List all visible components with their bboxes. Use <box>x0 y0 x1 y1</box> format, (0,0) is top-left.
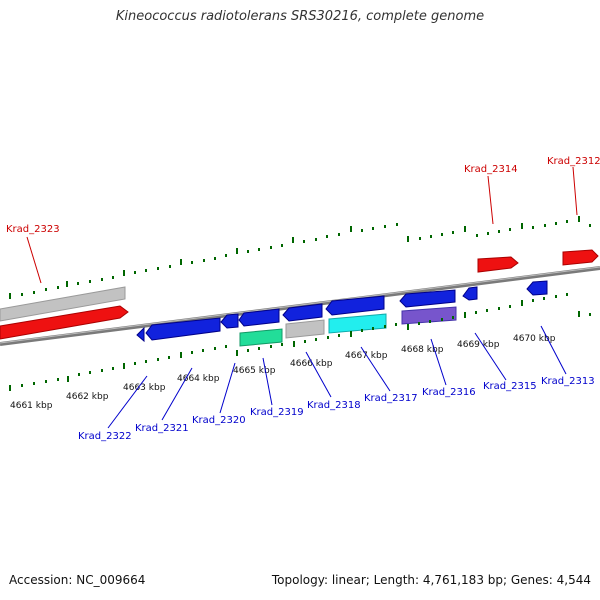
leader-line <box>26 236 42 284</box>
forward-gene-labels: Krad_2323 Krad_2314 Krad_2312 <box>6 156 600 235</box>
gene-Krad_2312[interactable] <box>562 249 599 266</box>
tick-label: 4664 kbp <box>177 374 220 384</box>
reverse-leader-lines <box>107 325 567 429</box>
leader-line <box>474 332 507 381</box>
genome-backbone-highlight <box>0 266 600 344</box>
topology-summary: Topology: linear; Length: 4,761,183 bp; … <box>271 573 591 587</box>
leader-line <box>219 362 236 414</box>
gene-Krad_2316[interactable] <box>399 289 456 308</box>
gene-label-Krad_2317[interactable]: Krad_2317 <box>364 393 418 404</box>
leader-line <box>487 175 494 225</box>
leader-line <box>430 338 447 386</box>
leader-line <box>107 375 148 429</box>
tick-label: 4668 kbp <box>401 345 444 355</box>
gene-Krad_2320[interactable] <box>220 313 239 329</box>
gene-label-Krad_2321[interactable]: Krad_2321 <box>135 423 189 434</box>
genome-backbone <box>0 266 600 346</box>
gene-Krad_2315[interactable] <box>462 286 478 301</box>
gene-label-Krad_2316[interactable]: Krad_2316 <box>422 387 476 398</box>
gene-label-Krad_2319[interactable]: Krad_2319 <box>250 407 304 418</box>
tick-label: 4670 kbp <box>513 334 556 344</box>
gene-Krad_2314[interactable] <box>477 256 519 273</box>
leader-line <box>360 346 391 392</box>
pseudogene-block-grey[interactable] <box>0 286 126 322</box>
tick-label: 4662 kbp <box>66 392 109 402</box>
rna-feature-green[interactable] <box>239 328 283 347</box>
gene-Krad_2321[interactable] <box>145 317 221 341</box>
gene-Krad_2323[interactable] <box>0 305 129 340</box>
leader-line <box>305 351 332 398</box>
gene-label-Krad_2314[interactable]: Krad_2314 <box>464 164 518 175</box>
gene-label-Krad_2315[interactable]: Krad_2315 <box>483 381 537 392</box>
leader-line <box>161 367 193 421</box>
gene-label-Krad_2323[interactable]: Krad_2323 <box>6 224 60 235</box>
gene-Krad_2319[interactable] <box>238 308 280 327</box>
leader-line <box>540 325 567 375</box>
forward-leader-lines <box>26 166 578 284</box>
gene-Krad_2317[interactable] <box>325 295 385 316</box>
reverse-strand <box>136 280 548 347</box>
gene-label-Krad_2313[interactable]: Krad_2313 <box>541 376 595 387</box>
gene-label-Krad_2312[interactable]: Krad_2312 <box>547 156 600 167</box>
gene-label-Krad_2322[interactable]: Krad_2322 <box>78 431 132 442</box>
tick-label: 4661 kbp <box>10 401 53 411</box>
genome-title: Kineococcus radiotolerans SRS30216, comp… <box>115 9 485 24</box>
upper-tick-track <box>9 216 591 299</box>
gene-Krad_2313[interactable] <box>526 280 548 296</box>
forward-strand <box>0 249 599 340</box>
gene-Krad_2322[interactable] <box>136 326 145 343</box>
gene-Krad_2318[interactable] <box>282 303 323 322</box>
rna-feature-cyan[interactable] <box>328 313 387 334</box>
gene-label-Krad_2320[interactable]: Krad_2320 <box>192 415 246 426</box>
lower-tick-track <box>9 293 591 391</box>
gene-label-Krad_2318[interactable]: Krad_2318 <box>307 400 361 411</box>
tick-label: 4665 kbp <box>233 366 276 376</box>
tick-label: 4669 kbp <box>457 340 500 350</box>
tick-label: 4663 kbp <box>123 383 166 393</box>
reverse-gene-labels: Krad_2322 Krad_2321 Krad_2320 Krad_2319 … <box>78 376 595 442</box>
leader-line <box>262 357 273 406</box>
tick-label: 4666 kbp <box>290 359 333 369</box>
accession-text: Accession: NC_009664 <box>9 573 146 587</box>
leader-line <box>572 166 578 216</box>
pseudo-feature-grey[interactable] <box>285 319 325 339</box>
